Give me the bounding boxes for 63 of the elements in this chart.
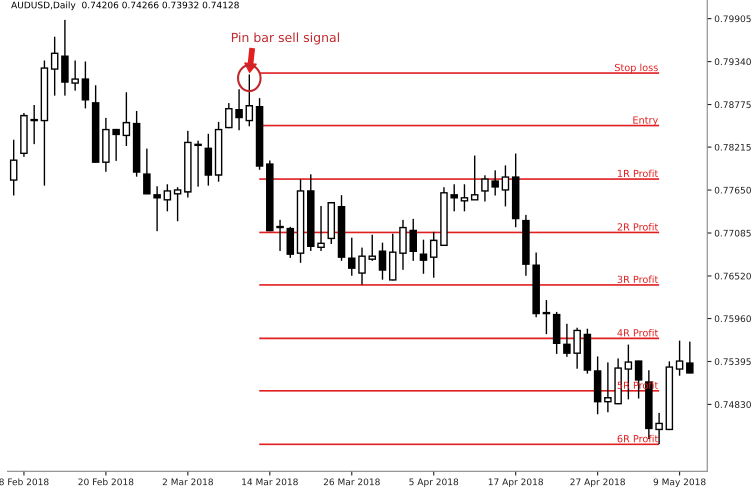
x-tick-label: 2 Mar 2018 [162,478,213,486]
ref-line-label: Entry [633,116,658,126]
y-tick-label: 0.75395 [714,358,751,366]
candlestick [573,328,581,369]
candlestick [378,242,386,280]
y-tick-label: 0.74830 [714,401,751,408]
candlestick [542,300,550,334]
candlestick [153,186,161,232]
candlestick [450,184,458,212]
candlestick [368,234,376,261]
candlestick [420,240,428,274]
candlestick [112,128,120,161]
x-tick-label: 26 Mar 2018 [324,478,380,486]
candlestick [430,232,438,278]
candlestick [246,74,254,126]
candlestick [470,156,478,200]
ref-line-label: 3R Profit [618,276,658,284]
annotation: Pin bar sell signal [232,32,339,45]
candlestick [174,187,182,222]
candlestick [276,220,284,251]
y-tick-label: 0.75960 [714,315,751,322]
x-tick-label: 20 Feb 2018 [78,478,134,486]
candlestick [164,184,172,212]
y-tick-label: 0.78775 [714,101,751,108]
candlestick [481,175,489,202]
candlestick [676,340,684,376]
candlestick [30,105,38,144]
x-tick-label: 5 Apr 2018 [409,478,458,488]
candlestick [82,61,90,108]
candlestick [71,60,79,91]
candlestick [409,218,417,261]
candlestick [50,36,58,96]
ref-line-label: 1R Profit [618,170,658,178]
candlestick [502,165,510,206]
candlestick [358,248,366,285]
candlestick [348,238,356,276]
candlestick [194,140,202,187]
candlestick [460,184,468,212]
candlestick [491,170,499,196]
y-tick-label: 0.77650 [714,186,751,194]
y-tick-label: 0.78215 [714,144,751,151]
y-tick-label: 0.79905 [714,15,751,22]
y-tick-label: 0.79340 [714,58,751,66]
candlestick [686,342,694,374]
candlestick [122,92,130,146]
x-tick-label: 14 Mar 2018 [242,478,298,486]
candlestick [604,362,612,412]
ref-line-label: Stop loss [614,64,658,74]
candlestick [225,103,233,128]
x-tick-label: 9 May 2018 [654,478,706,488]
candlestick [143,148,151,195]
candlestick [235,89,243,130]
chart-title: AUDUSD,Daily 0.74206 0.74266 0.73932 0.74128 [11,1,239,10]
y-tick-label: 0.77085 [714,230,751,237]
candlestick [317,206,325,251]
y-tick-label: 0.76520 [714,272,751,280]
x-tick-label: 27 Apr 2018 [570,478,625,488]
ref-line-label: 4R Profit [617,328,658,336]
ref-line-label: 6R Profit [618,434,658,442]
ref-line-label: 2R Profit [618,223,658,231]
candlestick [10,140,18,196]
candlestick [563,324,571,357]
x-tick-label: 17 Apr 2018 [488,478,543,488]
